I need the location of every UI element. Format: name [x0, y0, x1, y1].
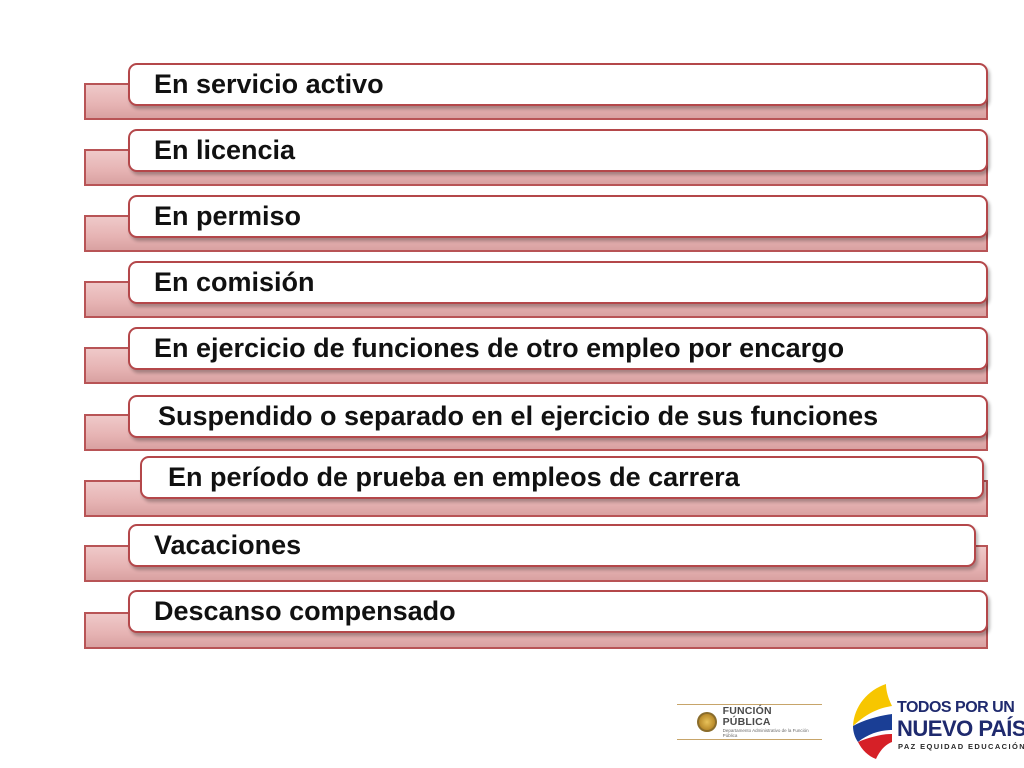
- slogan-line-2: NUEVO PAÍS: [897, 716, 1024, 741]
- coat-of-arms-icon: [697, 712, 717, 732]
- list-item: En período de prueba en empleos de carre…: [0, 454, 1024, 517]
- list-item-label-box: En licencia: [128, 129, 988, 172]
- list-item-label-box: Descanso compensado: [128, 590, 988, 633]
- list-item-label-box: Vacaciones: [128, 524, 976, 567]
- slogan-line-1: TODOS POR UN: [897, 699, 1015, 716]
- list-item-label-box: En período de prueba en empleos de carre…: [140, 456, 984, 499]
- list-item: Descanso compensado: [0, 588, 1024, 650]
- list-item-label: En ejercicio de funciones de otro empleo…: [154, 333, 845, 363]
- list-item-label: Suspendido o separado en el ejercicio de…: [158, 401, 879, 431]
- list-item: En ejercicio de funciones de otro empleo…: [0, 324, 1024, 386]
- list-item-label: Vacaciones: [154, 530, 302, 560]
- list-item-label-box: En servicio activo: [128, 63, 988, 106]
- slogan-line-3: PAZ EQUIDAD EDUCACIÓN: [898, 742, 1024, 751]
- funcion-publica-title: FUNCIÓN PÚBLICA: [722, 705, 772, 728]
- list-item-label: En comisión: [154, 267, 315, 297]
- list-item-label-box: En ejercicio de funciones de otro empleo…: [128, 327, 988, 370]
- list-item-label-box: Suspendido o separado en el ejercicio de…: [128, 395, 988, 438]
- list-item: En permiso: [0, 192, 1024, 254]
- list-item-label: En servicio activo: [154, 69, 384, 99]
- list-item-label: En permiso: [154, 201, 302, 231]
- colombia-flag-swoosh-icon: [853, 684, 892, 759]
- list-item: En servicio activo: [0, 60, 1024, 122]
- funcion-publica-subtitle: Departamento Administrativo de la Funció…: [722, 728, 809, 738]
- list-item-label-box: En comisión: [128, 261, 988, 304]
- funcion-publica-logo: FUNCIÓN PÚBLICA Departamento Administrat…: [677, 704, 822, 740]
- list-item-label: En período de prueba en empleos de carre…: [168, 462, 740, 492]
- todos-por-un-nuevo-pais-logo: TODOS POR UN NUEVO PAÍS PAZ EQUIDAD EDUC…: [848, 680, 1024, 760]
- list-item: En licencia: [0, 126, 1024, 188]
- list-item: En comisión: [0, 258, 1024, 320]
- list-item-label: Descanso compensado: [154, 596, 456, 626]
- list-item: Vacaciones: [0, 522, 1024, 584]
- list-item: Suspendido o separado en el ejercicio de…: [0, 392, 1024, 454]
- list-item-label: En licencia: [154, 135, 296, 165]
- list-item-label-box: En permiso: [128, 195, 988, 238]
